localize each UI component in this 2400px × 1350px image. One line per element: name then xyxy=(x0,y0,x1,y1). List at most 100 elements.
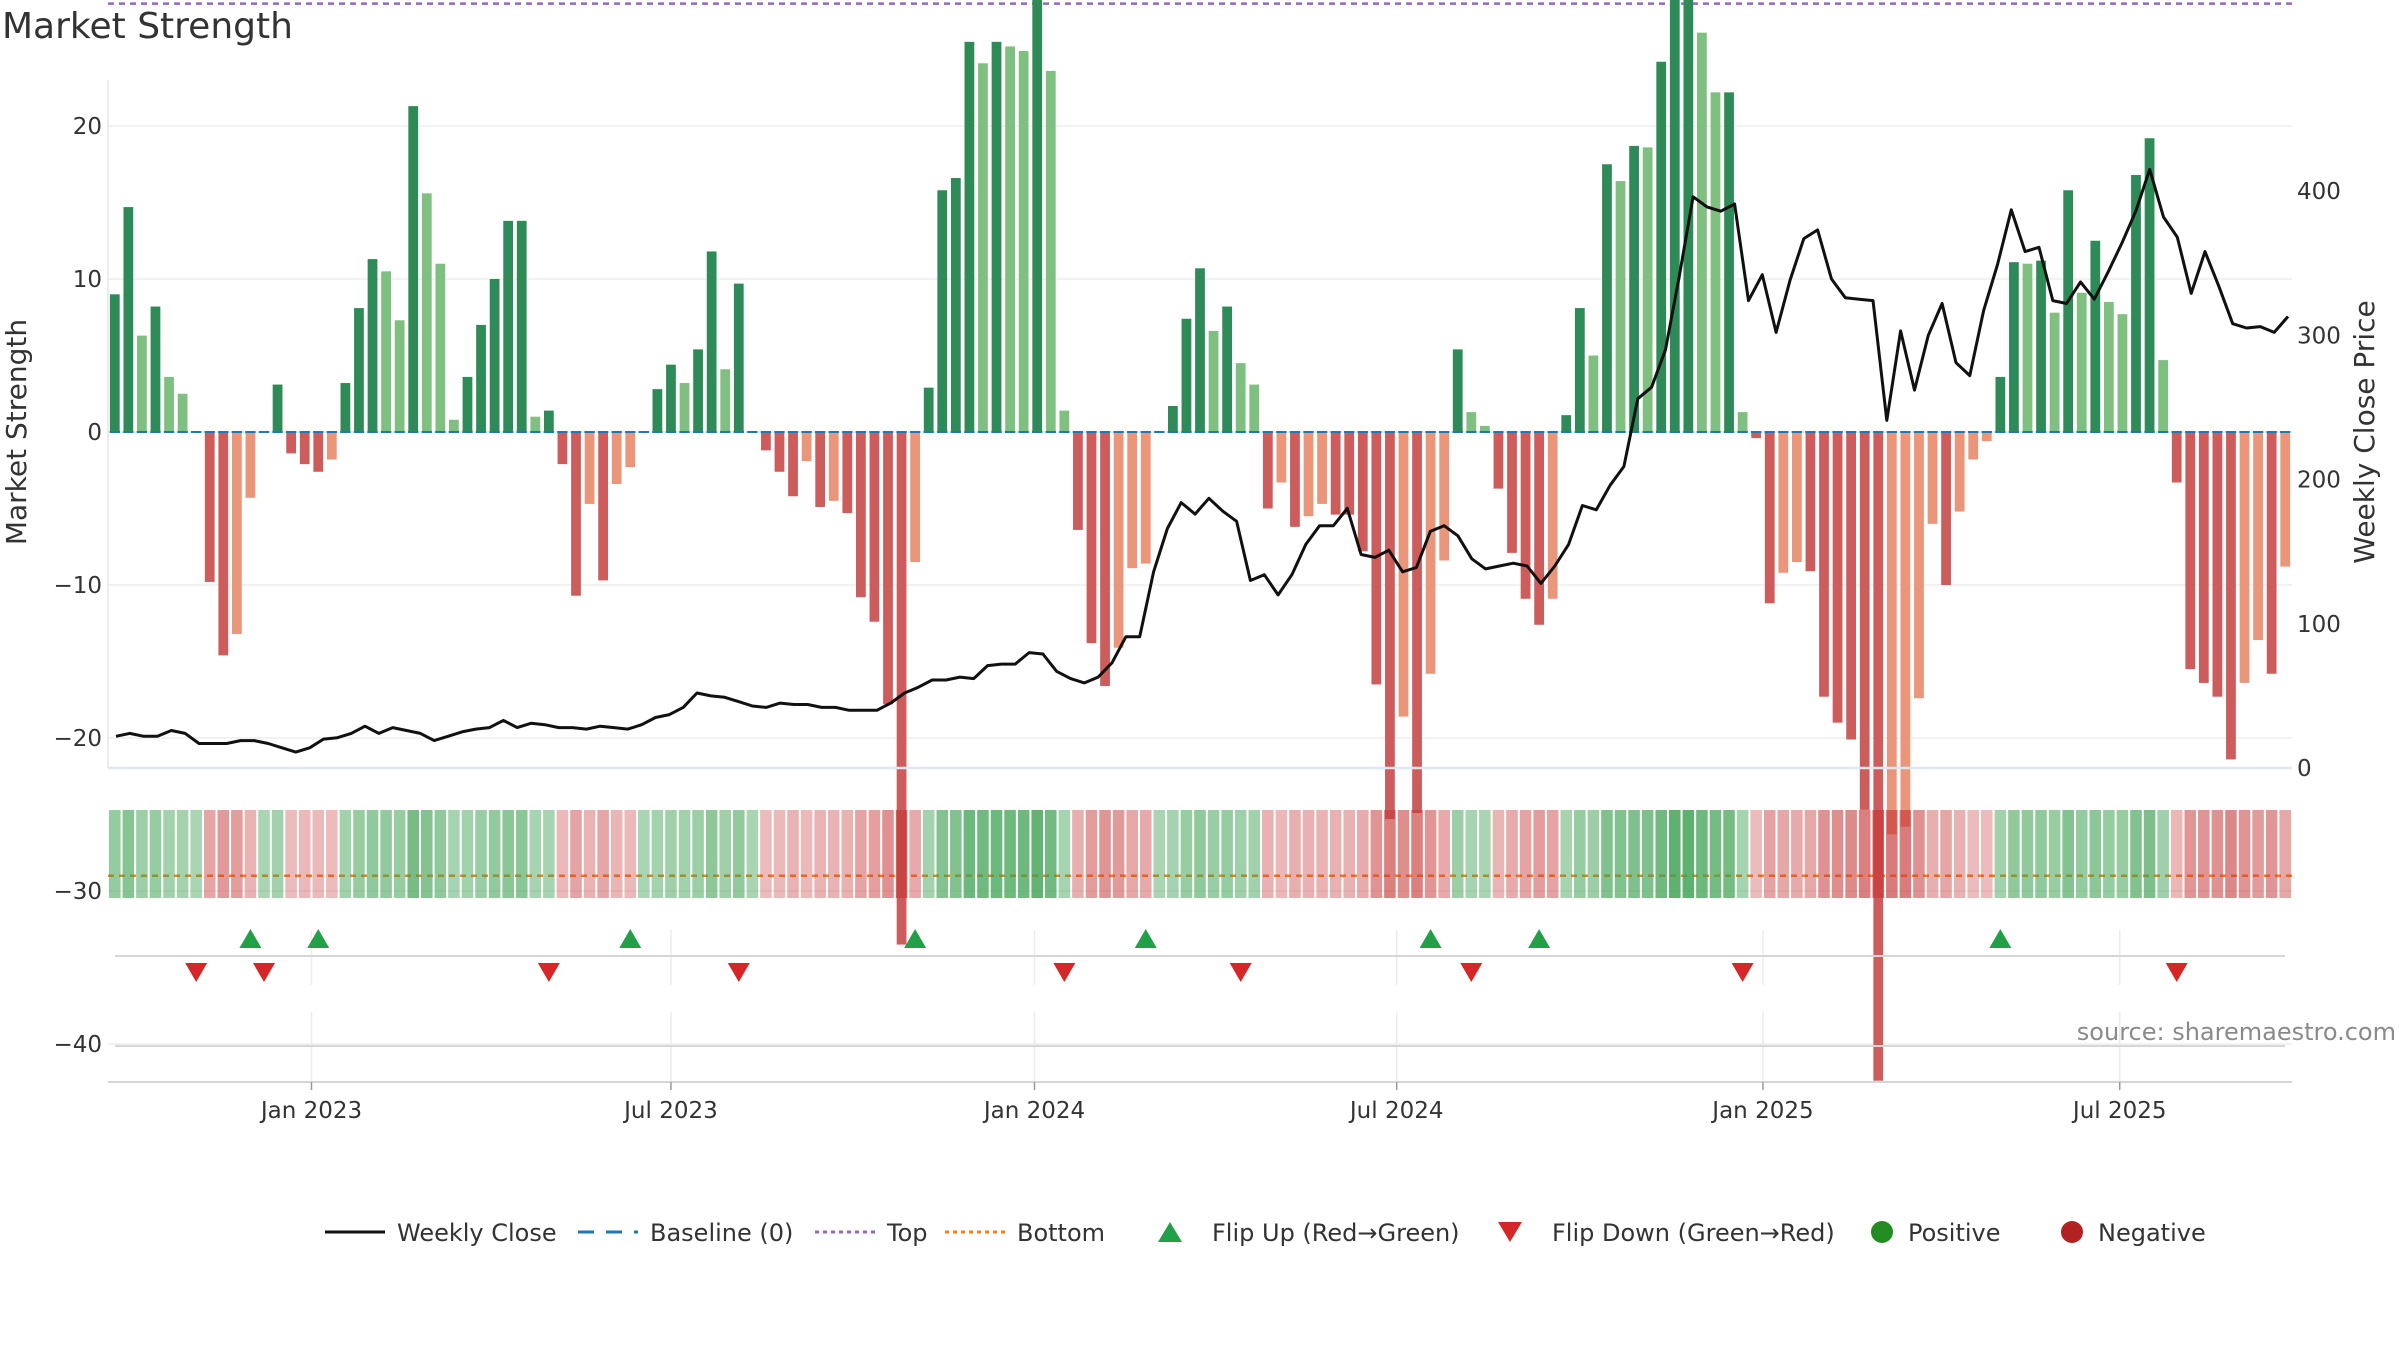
y-tick-left: 20 xyxy=(73,114,102,140)
strength-bar xyxy=(1886,432,1897,835)
strength-bar xyxy=(1602,164,1612,432)
heat-cell xyxy=(2048,810,2061,898)
strength-bar xyxy=(788,432,798,497)
strength-bar xyxy=(1900,432,1911,827)
strength-bar xyxy=(1479,425,1490,432)
strength-bar xyxy=(1222,306,1233,432)
heat-cell xyxy=(1845,810,1857,898)
strength-bar xyxy=(2266,432,2277,674)
heat-cell xyxy=(1926,810,1939,898)
legend-swatch-positive xyxy=(1871,1221,1893,1243)
strength-bar xyxy=(991,41,1002,432)
heat-cell xyxy=(610,810,623,898)
flip-up-marker xyxy=(239,929,262,948)
strength-bar xyxy=(557,432,568,465)
heat-cell xyxy=(1791,810,1803,898)
strength-bar xyxy=(1805,432,1816,572)
heat-cell xyxy=(1072,810,1084,898)
strength-bar xyxy=(611,432,622,485)
strength-bar xyxy=(923,387,934,432)
strength-bar xyxy=(1317,432,1327,504)
strength-bar xyxy=(2171,432,2182,483)
heat-cell xyxy=(1248,810,1261,898)
y-tick-left: −30 xyxy=(53,879,102,905)
chart-title: Market Strength xyxy=(2,6,293,47)
strength-bar xyxy=(1113,432,1124,648)
strength-bar xyxy=(137,335,147,432)
heat-cell xyxy=(2021,810,2034,898)
heat-cell xyxy=(2184,810,2197,898)
heat-cell xyxy=(1438,810,1450,898)
strength-bar xyxy=(1669,0,1680,433)
heat-cell xyxy=(2143,810,2156,898)
strength-bar xyxy=(218,432,229,656)
strength-bar xyxy=(1249,384,1260,432)
weekly-close-line xyxy=(115,167,2290,754)
heat-cell xyxy=(434,810,447,898)
flip-down-marker xyxy=(2165,963,2188,982)
heat-cell xyxy=(1574,810,1586,898)
heat-cell xyxy=(814,810,826,898)
strength-bar xyxy=(1859,432,1870,810)
strength-bar xyxy=(1914,432,1924,699)
strength-bar xyxy=(625,432,636,468)
heat-cell xyxy=(244,810,257,898)
strength-bar xyxy=(815,432,826,507)
heat-cell xyxy=(190,810,202,898)
flip-markers xyxy=(108,929,2292,1083)
heat-cell xyxy=(692,810,704,898)
heat-cell xyxy=(1628,810,1640,898)
strength-bar xyxy=(462,376,473,432)
strength-bar xyxy=(1724,92,1734,432)
heat-cell xyxy=(298,810,311,898)
flip-up-marker xyxy=(1528,929,1551,948)
heat-cell xyxy=(1872,810,1885,898)
strength-bar xyxy=(1452,349,1463,432)
strength-bar xyxy=(2009,262,2019,432)
heat-cell xyxy=(2265,810,2278,898)
heat-cell xyxy=(1655,810,1667,898)
heat-cell xyxy=(2075,810,2088,898)
strength-bar xyxy=(1235,363,1246,432)
strength-bar xyxy=(1615,181,1626,432)
strength-bar xyxy=(1697,32,1707,433)
heat-cell xyxy=(176,810,189,898)
strength-bar xyxy=(530,416,541,432)
legend-item: Top xyxy=(815,1219,928,1247)
heat-cell xyxy=(909,810,921,898)
strength-bar xyxy=(150,306,161,432)
strength-bar xyxy=(869,432,880,622)
y-axis-label-right: Weekly Close Price xyxy=(2348,300,2381,563)
heat-cell xyxy=(2170,810,2183,898)
heat-cell xyxy=(1750,810,1762,898)
heat-cell xyxy=(882,810,894,898)
heat-cell xyxy=(339,810,352,898)
heat-cell xyxy=(1886,810,1898,898)
heat-cell xyxy=(488,810,501,898)
strength-bar xyxy=(2212,432,2223,697)
strength-bars xyxy=(109,0,2291,1081)
strength-bar xyxy=(2198,432,2209,683)
legend-swatch-flip-down xyxy=(1498,1222,1522,1242)
strength-bar xyxy=(1045,70,1056,433)
y-tick-right: 0 xyxy=(2297,756,2312,782)
legend-swatch-flip-up xyxy=(1158,1222,1182,1242)
heat-cell xyxy=(1139,810,1152,898)
strength-bar xyxy=(1032,0,1043,433)
heat-cell xyxy=(1533,810,1545,898)
heat-cell xyxy=(1194,810,1206,898)
heat-cell xyxy=(827,810,840,898)
strength-bar xyxy=(421,193,432,432)
heat-cell xyxy=(1302,810,1315,898)
strength-bar xyxy=(1127,432,1138,569)
heat-cell xyxy=(1967,810,1979,898)
flip-down-marker xyxy=(253,963,275,982)
strength-bar xyxy=(883,432,893,705)
heat-cell xyxy=(380,810,392,898)
legend-label: Flip Down (Green→Red) xyxy=(1552,1219,1835,1247)
heat-cell xyxy=(1126,810,1138,898)
heat-cell xyxy=(2035,810,2047,898)
heat-cell xyxy=(746,810,759,898)
heat-cell xyxy=(1058,810,1071,898)
strength-bar xyxy=(2239,432,2250,683)
